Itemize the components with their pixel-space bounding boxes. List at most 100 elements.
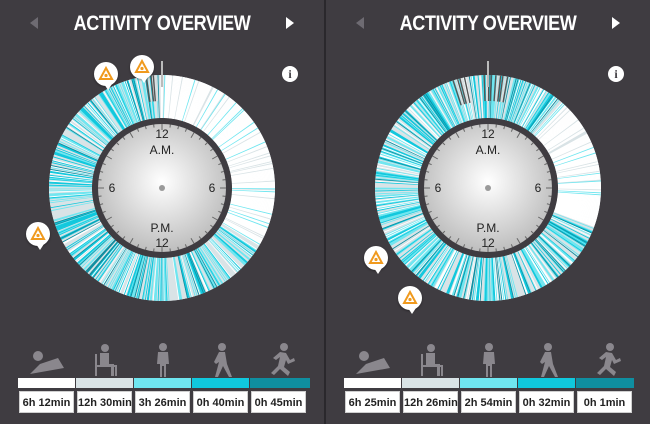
activity-segment [470, 76, 479, 119]
activity-segment [437, 86, 458, 126]
activity-segment [488, 75, 491, 119]
activity-segment [381, 148, 423, 165]
activity-segment [175, 256, 186, 299]
activity-segment [215, 114, 249, 144]
activity-segment [177, 255, 189, 299]
activity-segment [191, 85, 212, 126]
activity-segment [178, 255, 191, 298]
activity-segment [412, 240, 443, 273]
activity-segment [503, 256, 514, 299]
activity-segment [545, 123, 582, 149]
alert-icon[interactable] [398, 286, 422, 314]
activity-segment [448, 81, 465, 123]
activity-segment [406, 109, 439, 140]
activity-segment [537, 109, 570, 140]
activity-segment [187, 82, 204, 124]
clock-tick [510, 244, 513, 248]
activity-segment [388, 133, 427, 156]
activity-segment [49, 191, 93, 196]
activity-ring-chart: 12A.M.6 6P.M.12 [374, 61, 602, 302]
activity-segment [537, 108, 569, 140]
activity-segment [65, 224, 103, 248]
activity-segment [376, 167, 420, 177]
activity-segment [61, 134, 101, 156]
activity-segment [228, 155, 271, 169]
clock-tick [524, 136, 528, 140]
activity-segment [137, 77, 148, 120]
info-icon[interactable]: i [608, 66, 624, 82]
alert-icon[interactable] [26, 222, 50, 250]
previous-arrow-icon[interactable] [356, 17, 364, 29]
standing-duration: 3h 26min [135, 391, 190, 413]
clock-tick [218, 210, 222, 213]
previous-arrow-icon[interactable] [30, 17, 38, 29]
activity-segment [534, 239, 565, 272]
no-data-hatch [459, 78, 468, 104]
activity-segment [206, 100, 235, 135]
activity-segment [227, 148, 269, 165]
activity-segment [556, 201, 599, 212]
activity-segment [479, 75, 484, 119]
activity-segment [398, 118, 433, 146]
activity-segment [69, 228, 106, 255]
activity-segment [231, 174, 275, 181]
activity-segment [492, 257, 498, 301]
alert-icon[interactable] [130, 55, 154, 83]
activity-segment [557, 169, 600, 178]
activity-segment [134, 255, 146, 298]
activity-segment [229, 204, 272, 217]
activity-segment [388, 221, 428, 244]
activity-segment [414, 101, 444, 135]
activity-segment [525, 92, 550, 130]
activity-segment [401, 232, 435, 262]
activity-segment [132, 255, 145, 298]
activity-segment [520, 87, 542, 127]
info-icon[interactable]: i [282, 66, 298, 82]
activity-segment [87, 102, 117, 136]
no-data-hatch [489, 75, 492, 102]
activity-segment [110, 250, 131, 289]
activity-segment [112, 85, 133, 126]
activity-segment [497, 257, 506, 300]
activity-segment [526, 93, 551, 130]
activity-segment [127, 80, 142, 122]
activity-segment [213, 234, 247, 265]
activity-segment [119, 83, 137, 124]
activity-segment [386, 218, 426, 239]
activity-segment [61, 135, 101, 157]
activity-segment [555, 156, 597, 170]
activity-segment [501, 256, 512, 299]
alert-icon[interactable] [94, 62, 118, 90]
activity-segment [382, 146, 423, 164]
next-arrow-icon[interactable] [612, 17, 620, 29]
activity-segment [50, 198, 93, 207]
activity-segment [75, 232, 109, 262]
activity-segment [167, 75, 173, 119]
activity-segment [55, 211, 97, 229]
activity-segment [195, 248, 219, 287]
activity-segment [376, 169, 419, 178]
activity-segment [207, 240, 236, 275]
activity-segment [401, 233, 436, 262]
activity-segment [146, 75, 154, 119]
activity-segment [231, 194, 275, 200]
activity-segment [510, 80, 526, 122]
activity-segment [415, 100, 444, 135]
activity-segment [557, 193, 601, 199]
activity-segment [556, 164, 599, 175]
activity-segment [414, 240, 443, 275]
activity-segment [176, 256, 187, 299]
alert-icon[interactable] [364, 246, 388, 274]
activity-segment [375, 196, 419, 204]
activity-segment [532, 241, 562, 275]
activity-segment [231, 184, 275, 187]
activity-segment [108, 249, 130, 289]
activity-segment [159, 75, 162, 119]
activity-segment [223, 135, 263, 157]
activity-segment [64, 223, 103, 247]
activity-segment [175, 77, 186, 120]
activity-segment [554, 207, 597, 221]
next-arrow-icon[interactable] [286, 17, 294, 29]
activity-segment [476, 75, 482, 119]
activity-segment [380, 152, 422, 167]
